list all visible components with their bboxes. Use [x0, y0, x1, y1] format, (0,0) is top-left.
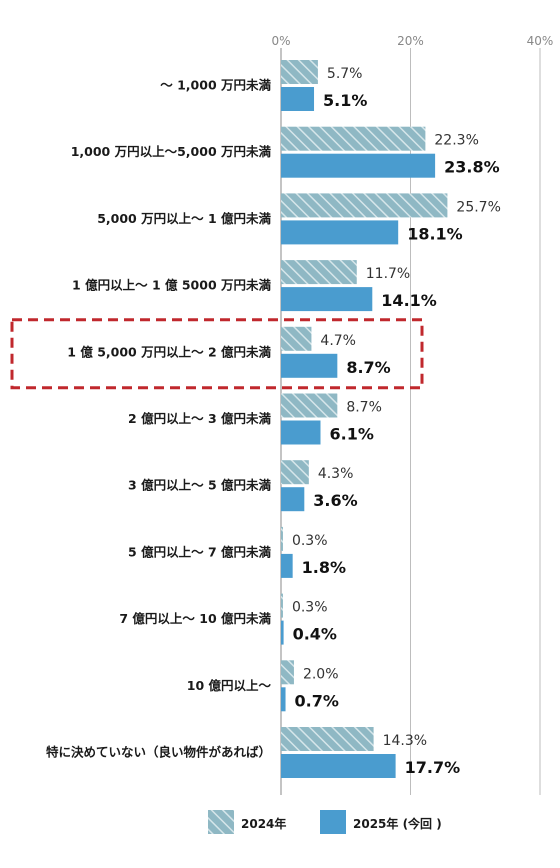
- category-label: 1,000 万円以上～5,000 万円未満: [71, 144, 272, 159]
- data-label-2025: 5.1%: [323, 91, 367, 110]
- x-axis-tick-labels: 0% 20% 40%: [271, 34, 553, 48]
- data-label-2024: 14.3%: [383, 733, 427, 749]
- data-label-2025: 14.1%: [381, 291, 437, 310]
- x-tick-label: 40%: [527, 34, 554, 48]
- category-label: 特に決めていない（良い物件があれば）: [46, 745, 271, 760]
- bar-2025: [281, 220, 399, 245]
- data-label-2024: 8.7%: [346, 400, 382, 416]
- category-label: 3 億円以上～ 5 億円未満: [128, 478, 271, 493]
- data-label-2024: 5.7%: [327, 66, 363, 82]
- category-label: 5 億円以上～ 7 億円未満: [128, 544, 271, 559]
- category-label: ～ 1,000 万円未満: [160, 78, 271, 93]
- bar-2025: [281, 420, 321, 445]
- highlight-rect: [10, 318, 424, 390]
- bar-2024: [281, 260, 357, 285]
- bar-2024: [281, 393, 338, 418]
- data-label-2025: 1.8%: [302, 558, 346, 577]
- data-label-2024: 0.3%: [292, 533, 328, 549]
- data-label-2025: 3.6%: [313, 491, 357, 510]
- highlight-box: [10, 318, 424, 390]
- bar-2024: [281, 526, 283, 551]
- category-labels: ～ 1,000 万円未満 1,000 万円以上～5,000 万円未満 5,000 万…: [46, 78, 272, 760]
- category-label: 10 億円以上～: [187, 678, 272, 693]
- bar-2024: [281, 727, 374, 751]
- bar-2025: [281, 153, 436, 178]
- category-label: 7 億円以上～ 10 億円未満: [119, 611, 271, 626]
- bar-2025: [281, 553, 293, 578]
- legend-swatch-2025: [320, 810, 346, 834]
- legend-label-2024: 2024年: [241, 816, 286, 831]
- data-label-2024: 2.0%: [303, 666, 339, 682]
- data-label-2025: 18.1%: [407, 224, 463, 243]
- data-label-2024: 11.7%: [366, 266, 410, 282]
- bar-2024: [281, 126, 426, 151]
- bar-2025: [281, 87, 315, 111]
- bar-2024: [281, 60, 318, 84]
- data-label-2025: 0.7%: [295, 691, 339, 710]
- category-label: 5,000 万円以上～ 1 億円未満: [97, 211, 271, 226]
- x-tick-label: 0%: [271, 34, 290, 48]
- data-label-2024: 22.3%: [434, 133, 478, 149]
- data-label-2025: 23.8%: [444, 158, 500, 177]
- bar-2025: [281, 353, 338, 378]
- data-label-2024: 0.3%: [292, 600, 328, 616]
- category-label: 1 億 5,000 万円以上～ 2 億円未満: [67, 344, 271, 359]
- bar-2025: [281, 687, 286, 712]
- data-label-2025: 6.1%: [329, 425, 373, 444]
- bar-2024: [281, 193, 448, 218]
- value-labels: 5.7% 5.1% 22.3% 23.8% 25.7% 18.1% 11.7% 14.1% 4.…: [292, 66, 501, 777]
- bar-2024: [281, 326, 312, 351]
- x-tick-label: 20%: [397, 34, 424, 48]
- bar-2024: [281, 460, 309, 485]
- category-label: 1 億円以上～ 1 億 5000 万円未満: [72, 278, 271, 293]
- category-label: 2 億円以上～ 3 億円未満: [128, 411, 271, 426]
- data-label-2025: 0.4%: [293, 625, 337, 644]
- bar-2024: [281, 660, 294, 685]
- legend: 2024年 2025年 (今回 ): [208, 810, 442, 834]
- bars: [281, 60, 448, 778]
- data-label-2025: 8.7%: [346, 358, 390, 377]
- bar-2025: [281, 754, 396, 778]
- data-label-2024: 4.3%: [318, 466, 354, 482]
- bar-2025: [281, 287, 373, 312]
- bar-2025: [281, 487, 305, 512]
- data-label-2025: 17.7%: [405, 758, 461, 777]
- bar-2025: [281, 620, 284, 645]
- data-label-2024: 4.7%: [320, 333, 356, 349]
- data-label-2024: 25.7%: [456, 199, 500, 215]
- legend-label-2025: 2025年 (今回 ): [353, 816, 442, 831]
- legend-swatch-2024: [208, 810, 234, 834]
- bar-2024: [281, 593, 283, 618]
